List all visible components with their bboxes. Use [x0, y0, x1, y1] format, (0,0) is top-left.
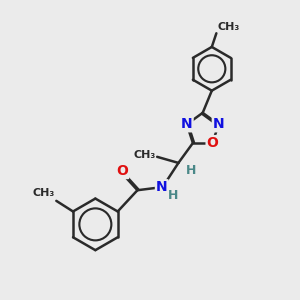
- Text: CH₃: CH₃: [134, 150, 156, 160]
- Text: O: O: [116, 164, 128, 178]
- Text: O: O: [207, 136, 218, 150]
- Text: N: N: [213, 117, 224, 131]
- Text: H: H: [168, 189, 178, 202]
- Text: CH₃: CH₃: [218, 22, 240, 32]
- Text: N: N: [181, 117, 193, 131]
- Text: CH₃: CH₃: [33, 188, 55, 198]
- Text: N: N: [156, 180, 167, 194]
- Text: H: H: [186, 164, 196, 177]
